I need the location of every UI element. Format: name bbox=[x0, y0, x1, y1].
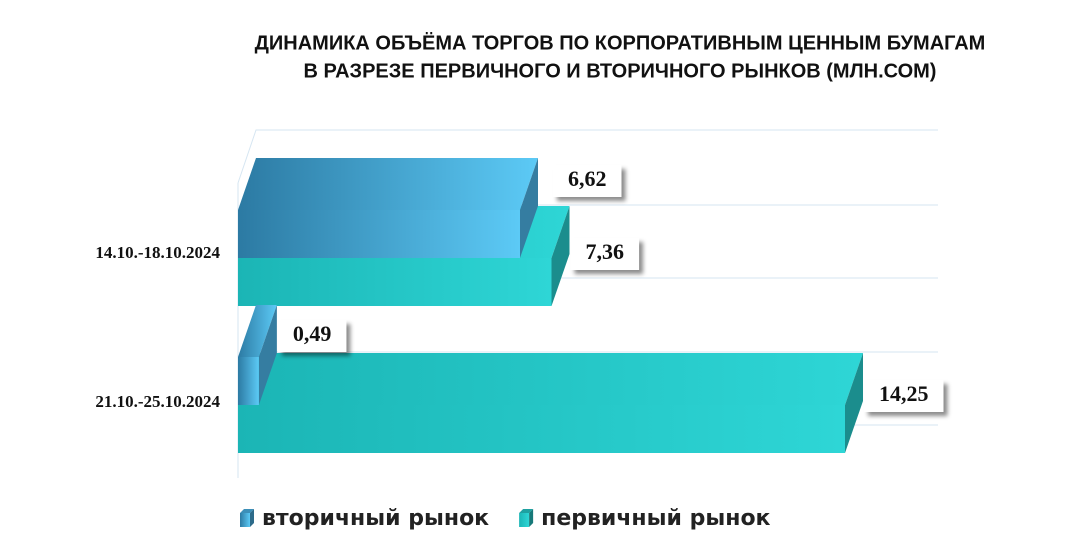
label-box bbox=[277, 320, 347, 352]
bar-side bbox=[845, 353, 863, 453]
data-label-text: 0,49 bbox=[293, 321, 332, 346]
label-box bbox=[552, 165, 622, 197]
data-label: 14,25 bbox=[864, 380, 944, 412]
data-label-text: 7,36 bbox=[586, 239, 625, 264]
chart-title: ДИНАМИКА ОБЪЁМА ТОРГОВ ПО КОРПОРАТИВНЫМ … bbox=[255, 31, 986, 54]
bar bbox=[238, 405, 845, 453]
data-label-text: 6,62 bbox=[568, 166, 607, 191]
legend-label: первичный рынок bbox=[541, 506, 770, 531]
y-tick-label: 21.10.-25.10.2024 bbox=[95, 392, 220, 411]
legend-label: вторичный рынок bbox=[262, 506, 489, 531]
bar-top bbox=[238, 305, 277, 357]
bar bbox=[238, 210, 520, 258]
bar-side bbox=[551, 206, 570, 306]
label-box bbox=[570, 238, 640, 270]
bar bbox=[238, 258, 552, 306]
data-label: 7,36 bbox=[570, 238, 640, 270]
legend-swatch bbox=[240, 513, 250, 527]
data-label: 0,49 bbox=[277, 320, 347, 352]
chart-title: В РАЗРЕЗЕ ПЕРВИЧНОГО И ВТОРИЧНОГО РЫНКОВ… bbox=[304, 60, 937, 82]
bar-3d bbox=[238, 353, 863, 453]
bar-top bbox=[238, 158, 538, 210]
bar-3d bbox=[238, 305, 277, 405]
data-label: 6,62 bbox=[552, 165, 622, 197]
legend-swatch-side bbox=[529, 509, 534, 527]
bar-side bbox=[519, 158, 538, 258]
legend-swatch bbox=[519, 513, 530, 527]
bar bbox=[238, 357, 259, 405]
bar-3d bbox=[238, 158, 538, 258]
legend-swatch-top bbox=[519, 509, 534, 513]
bar-top bbox=[238, 353, 863, 405]
data-label-text: 14,25 bbox=[879, 381, 929, 406]
legend-swatch-side bbox=[250, 509, 254, 527]
y-tick-label: 14.10.-18.10.2024 bbox=[95, 243, 220, 262]
legend-swatch-top bbox=[240, 509, 254, 513]
label-box bbox=[864, 380, 944, 412]
bar-side bbox=[258, 305, 277, 405]
